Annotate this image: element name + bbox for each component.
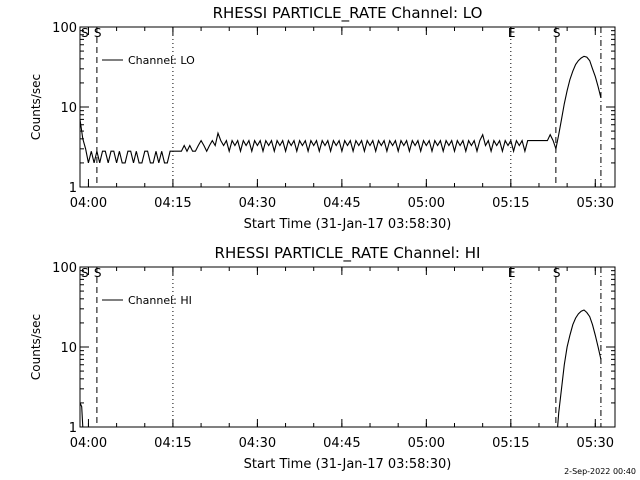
x-tick-label: 05:00 bbox=[408, 436, 445, 451]
event-marker-label: S bbox=[94, 26, 102, 40]
legend-label: Channel: LO bbox=[128, 54, 195, 67]
x-tick-label: 04:15 bbox=[154, 436, 191, 451]
footer-timestamp: 2-Sep-2022 00:40 bbox=[564, 467, 636, 476]
event-marker-label: S bbox=[81, 26, 89, 40]
x-tick-label: 05:15 bbox=[492, 436, 529, 451]
plot-frame bbox=[79, 266, 616, 428]
event-marker-label: E bbox=[508, 26, 516, 40]
x-tick-label: 05:15 bbox=[492, 196, 529, 211]
y-tick-label: 100 bbox=[52, 21, 77, 36]
x-tick-label: 05:00 bbox=[408, 196, 445, 211]
event-marker-label: S bbox=[553, 26, 561, 40]
y-axis-label: Counts/sec bbox=[29, 314, 43, 380]
x-tick-label: 04:45 bbox=[323, 436, 360, 451]
data-series-line bbox=[79, 402, 84, 428]
chart-title: RHESSI PARTICLE_RATE Channel: LO bbox=[213, 4, 483, 23]
plot-frame bbox=[79, 26, 616, 188]
x-tick-label: 04:15 bbox=[154, 196, 191, 211]
x-tick-label: 05:30 bbox=[577, 436, 614, 451]
chart-panel bbox=[79, 266, 616, 428]
data-series-line bbox=[79, 55, 602, 164]
y-tick-label: 10 bbox=[60, 101, 77, 116]
event-marker-label: S bbox=[94, 266, 102, 280]
x-axis-label: Start Time (31-Jan-17 03:58:30) bbox=[244, 457, 452, 472]
event-marker-label: S bbox=[553, 266, 561, 280]
event-marker-label: E bbox=[508, 266, 516, 280]
y-axis-label: Counts/sec bbox=[29, 74, 43, 140]
x-tick-label: 04:45 bbox=[323, 196, 360, 211]
chart-panel bbox=[79, 26, 616, 188]
y-tick-label: 1 bbox=[69, 421, 77, 436]
y-tick-label: 1 bbox=[69, 181, 77, 196]
legend-label: Channel: HI bbox=[128, 294, 192, 307]
x-axis-label: Start Time (31-Jan-17 03:58:30) bbox=[244, 217, 452, 232]
x-tick-label: 04:00 bbox=[70, 196, 107, 211]
data-series-line bbox=[557, 309, 602, 428]
x-tick-label: 04:00 bbox=[70, 436, 107, 451]
x-tick-label: 04:30 bbox=[239, 196, 276, 211]
x-tick-label: 05:30 bbox=[577, 196, 614, 211]
chart-title: RHESSI PARTICLE_RATE Channel: HI bbox=[215, 244, 481, 263]
event-marker-label: S bbox=[81, 266, 89, 280]
y-tick-label: 100 bbox=[52, 261, 77, 276]
y-tick-label: 10 bbox=[60, 341, 77, 356]
x-tick-label: 04:30 bbox=[239, 436, 276, 451]
